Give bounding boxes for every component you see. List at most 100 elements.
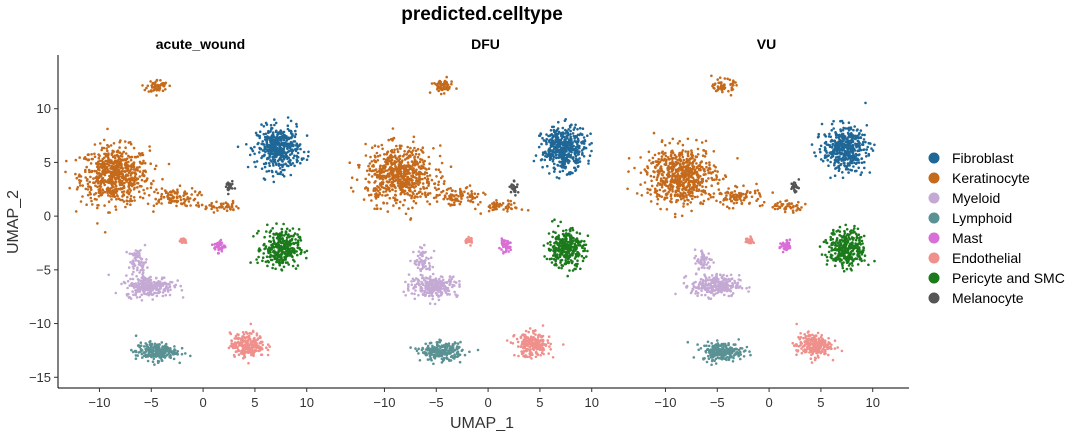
cell-point: [559, 141, 562, 144]
cell-point: [410, 283, 414, 287]
cell-point: [402, 203, 405, 207]
cell-point: [299, 161, 302, 165]
cell-point: [260, 123, 263, 126]
cell-point: [382, 186, 385, 190]
cell-point: [442, 358, 446, 361]
cell-point: [173, 345, 176, 348]
cell-point: [140, 299, 144, 302]
cell-point: [405, 185, 409, 188]
cell-point: [192, 198, 196, 202]
cell-point: [129, 277, 132, 281]
cell-point: [102, 156, 106, 160]
cell-point: [427, 184, 430, 187]
cell-point: [386, 210, 390, 213]
cell-point: [278, 255, 281, 259]
cell-point: [570, 246, 573, 249]
cell-point: [443, 281, 447, 284]
cell-point: [434, 291, 438, 295]
cell-point: [156, 288, 160, 292]
cell-point: [436, 284, 439, 288]
cell-point: [296, 241, 300, 245]
cell-point: [387, 172, 390, 176]
cell-point: [293, 140, 297, 143]
cell-point: [257, 255, 260, 259]
cell-point: [557, 236, 560, 239]
cell-point: [305, 158, 309, 162]
cell-point: [237, 336, 240, 340]
cell-point: [275, 260, 278, 264]
cell-point: [107, 152, 110, 155]
cell-point: [566, 248, 569, 251]
cell-point: [115, 194, 119, 197]
cell-point: [285, 253, 288, 257]
cell-point: [522, 354, 525, 358]
cell-point: [576, 259, 579, 263]
cell-point: [134, 259, 138, 262]
cell-point: [175, 195, 179, 198]
cell-point: [404, 212, 408, 216]
cell-point: [284, 231, 288, 234]
cell-point: [524, 329, 528, 333]
cell-point: [528, 345, 532, 349]
cell-point: [415, 349, 419, 353]
cell-point: [433, 285, 437, 288]
cell-point: [269, 146, 272, 149]
cell-point: [393, 199, 397, 202]
cell-point: [298, 143, 302, 146]
cell-point: [102, 146, 106, 150]
cell-point: [414, 347, 417, 350]
cell-point: [210, 243, 214, 246]
cell-point: [219, 238, 223, 242]
cell-point: [287, 164, 290, 168]
cell-point: [233, 342, 236, 345]
cell-point: [152, 291, 156, 295]
cell-point: [124, 162, 127, 165]
cell-point: [546, 242, 550, 245]
cell-point: [241, 349, 245, 352]
cell-point: [125, 294, 129, 297]
cell-point: [252, 351, 255, 355]
cell-point: [264, 121, 268, 125]
cell-point: [280, 135, 283, 138]
cell-point: [161, 177, 164, 181]
cell-point: [564, 262, 567, 265]
cell-point: [255, 160, 259, 163]
cell-point: [573, 151, 576, 155]
cell-point: [134, 354, 138, 357]
cell-point: [74, 210, 78, 213]
cell-point: [114, 159, 117, 163]
cell-point: [519, 336, 523, 340]
cell-point: [129, 203, 132, 206]
cell-point: [280, 227, 284, 231]
cell-point: [294, 241, 298, 245]
cell-point: [140, 352, 144, 356]
cell-point: [574, 255, 578, 258]
cell-point: [447, 352, 451, 355]
cell-point: [510, 183, 513, 186]
cell-point: [284, 261, 288, 264]
cell-point: [286, 241, 289, 244]
cell-point: [451, 283, 455, 287]
cell-point: [156, 191, 160, 195]
cell-point: [293, 164, 296, 168]
cell-point: [429, 256, 433, 260]
cell-point: [517, 354, 520, 358]
cell-point: [184, 352, 187, 355]
cell-point: [295, 142, 299, 145]
cell-point: [247, 335, 250, 338]
cell-point: [437, 168, 441, 171]
cell-point: [406, 156, 409, 159]
cell-point: [113, 154, 116, 158]
cell-point: [143, 192, 146, 195]
cell-point: [559, 164, 562, 168]
cell-point: [395, 175, 398, 179]
cell-point: [115, 163, 119, 166]
cell-point: [403, 198, 407, 202]
cell-point: [407, 289, 410, 292]
cell-point: [437, 298, 441, 302]
cell-point: [273, 123, 276, 127]
cell-point: [417, 250, 421, 253]
cell-point: [143, 180, 147, 183]
cell-point: [272, 239, 276, 242]
cell-point: [382, 170, 386, 174]
